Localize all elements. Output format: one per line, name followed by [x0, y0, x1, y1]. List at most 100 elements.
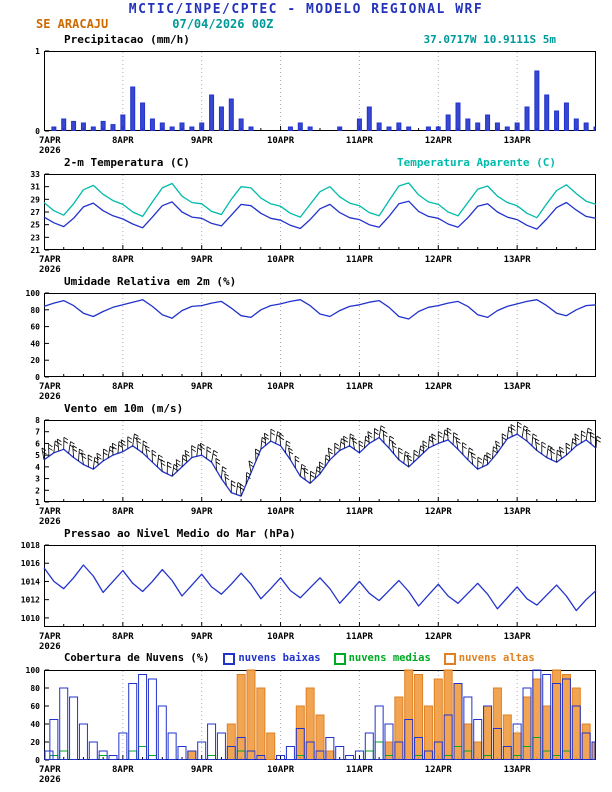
y-tick-label: 40 — [30, 720, 40, 729]
y-tick-label: 1 — [35, 498, 40, 507]
x-tick-label: 12APR — [425, 632, 453, 642]
legend-label-mid-clouds: nuvens medias — [348, 652, 431, 664]
x-tick-label: 8APR — [112, 765, 134, 775]
x-tick-label: 12APR — [425, 255, 453, 265]
y-tick-label: 80 — [30, 306, 40, 315]
y-tick-label: 3 — [35, 475, 40, 484]
panel-head-temperature: 2-m Temperatura (C) Temperatura Aparente… — [0, 155, 612, 170]
panel-title-temperature: 2-m Temperatura (C) — [64, 156, 190, 169]
y-tick-label: 7 — [35, 428, 40, 437]
panel-title-pressure: Pressao ao Nivel Medio do Mar (hPa) — [64, 527, 296, 540]
y-tick-label: 25 — [30, 221, 40, 230]
panel-precipitation: Precipitacao (mm/h) 37.0717W 10.9111S 5m… — [0, 32, 612, 155]
panel-title-wind: Vento em 10m (m/s) — [64, 402, 184, 415]
x-tick-label: 11APR — [346, 507, 374, 517]
apparent-temperature-label: Temperatura Aparente (C) — [397, 156, 556, 169]
x-tick-label: 7APR — [39, 255, 61, 265]
y-tick-label: 1012 — [21, 596, 40, 605]
x-tick-label: 8APR — [112, 255, 134, 265]
x-tick-label: 7APR — [39, 507, 61, 517]
x-tick-label: 7APR — [39, 136, 61, 146]
y-tick-label: 1010 — [21, 614, 40, 623]
y-tick-label: 1016 — [21, 559, 40, 568]
model-title: MCTIC/INPE/CPTEC - MODELO REGIONAL WRF — [128, 2, 484, 17]
x-tick-label: 9APR — [191, 507, 213, 517]
x-tick-label: 13APR — [504, 765, 532, 775]
x-tick-label: 10APR — [267, 382, 295, 392]
x-year-label: 2026 — [39, 642, 61, 651]
x-tick-label: 8APR — [112, 136, 134, 146]
x-tick-label: 8APR — [112, 507, 134, 517]
y-tick-label: 40 — [30, 339, 40, 348]
header-subtitle-row: SE ARACAJU 07/04/2026 00Z — [0, 17, 612, 32]
y-tick-label: 60 — [30, 323, 40, 332]
x-tick-label: 11APR — [346, 632, 374, 642]
x-tick-label: 9APR — [191, 255, 213, 265]
y-tick-label: 27 — [30, 208, 40, 217]
legend-item-low-clouds: nuvens baixas — [223, 651, 321, 666]
y-tick-label: 20 — [30, 738, 40, 747]
x-tick-label: 10APR — [267, 765, 295, 775]
x-tick-label: 7APR — [39, 765, 61, 775]
legend-item-mid-clouds: nuvens medias — [333, 651, 431, 666]
y-tick-label: 0 — [35, 373, 40, 382]
legend-label-low-clouds: nuvens baixas — [238, 652, 321, 664]
panel-title-cloud-cover: Cobertura de Nuvens (%) — [64, 652, 210, 664]
y-tick-label: 2 — [35, 486, 40, 495]
y-tick-label: 60 — [30, 702, 40, 711]
y-tick-label: 6 — [35, 439, 40, 448]
x-tick-label: 9APR — [191, 632, 213, 642]
panel-wind: Vento em 10m (m/s) 1 2 3 4 5 6 7 8 7APR 2026 8APR 9… — [0, 401, 612, 526]
x-tick-label: 13APR — [504, 507, 532, 517]
y-tick-label: 1014 — [21, 577, 40, 586]
x-tick-label: 10APR — [267, 507, 295, 517]
x-year-label: 2026 — [39, 392, 61, 401]
x-year-label: 2026 — [39, 265, 61, 274]
y-tick-label: 100 — [26, 666, 41, 675]
y-tick-label: 21 — [30, 246, 40, 255]
x-tick-label: 10APR — [267, 136, 295, 146]
x-tick-label: 12APR — [425, 765, 453, 775]
x-tick-label: 12APR — [425, 136, 453, 146]
legend-box-mid-clouds-icon — [333, 652, 346, 665]
x-tick-label: 13APR — [504, 382, 532, 392]
x-tick-label: 9APR — [191, 136, 213, 146]
x-tick-label: 13APR — [504, 255, 532, 265]
header: MCTIC/INPE/CPTEC - MODELO REGIONAL WRF S… — [0, 2, 612, 32]
panel-humidity: Umidade Relativa em 2m (%) 0 20 40 60 80 100 7… — [0, 274, 612, 401]
panel-temperature: 2-m Temperatura (C) Temperatura Aparente… — [0, 155, 612, 274]
y-tick-label: 1018 — [21, 541, 40, 550]
run-datetime: 07/04/2026 00Z — [172, 17, 274, 31]
x-tick-label: 13APR — [504, 632, 532, 642]
y-tick-label: 8 — [35, 416, 40, 425]
panel-title-precipitation: Precipitacao (mm/h) — [64, 33, 190, 46]
legend-box-high-clouds-icon — [443, 652, 456, 665]
x-tick-label: 11APR — [346, 255, 374, 265]
x-year-label: 2026 — [39, 775, 61, 784]
y-tick-label: 33 — [30, 170, 40, 179]
panel-cloud-cover: Cobertura de Nuvens (%) nuvens baixas nu… — [0, 651, 612, 784]
panel-pressure: Pressao ao Nivel Medio do Mar (hPa) 1010… — [0, 526, 612, 651]
x-year-label: 2026 — [39, 517, 61, 526]
x-tick-label: 7APR — [39, 382, 61, 392]
x-tick-label: 12APR — [425, 507, 453, 517]
station-name: SE ARACAJU — [36, 17, 109, 31]
y-tick-label: 100 — [26, 289, 41, 298]
x-tick-label: 12APR — [425, 382, 453, 392]
y-tick-label: 0 — [35, 127, 40, 136]
panel-head-precipitation: Precipitacao (mm/h) 37.0717W 10.9111S 5m — [0, 32, 612, 47]
x-tick-label: 13APR — [504, 136, 532, 146]
y-tick-label: 1 — [35, 47, 40, 56]
legend-label-high-clouds: nuvens altas — [458, 652, 535, 664]
y-tick-label: 4 — [35, 463, 40, 472]
legend-item-high-clouds: nuvens altas — [443, 651, 535, 666]
panel-head-humidity: Umidade Relativa em 2m (%) — [0, 274, 612, 289]
x-tick-label: 8APR — [112, 632, 134, 642]
panel-head-pressure: Pressao ao Nivel Medio do Mar (hPa) — [0, 526, 612, 541]
y-tick-label: 0 — [35, 756, 40, 765]
